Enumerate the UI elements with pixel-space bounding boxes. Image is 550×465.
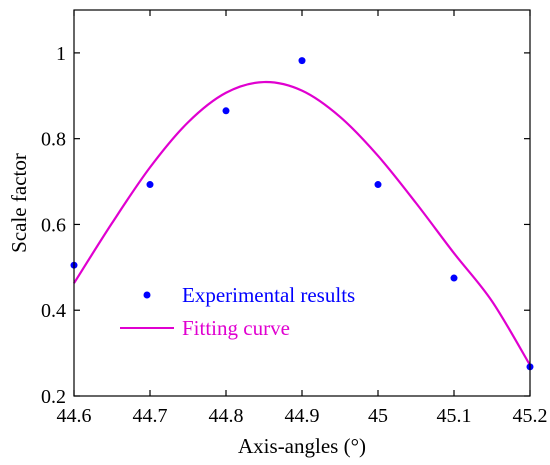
- experimental-point: [450, 274, 458, 282]
- y-axis-label: Scale factor: [7, 153, 31, 253]
- x-tick-label: 44.7: [133, 405, 168, 427]
- fitting-curve-line: [73, 80, 531, 366]
- experimental-point: [146, 181, 154, 189]
- y-tick-label: 0.6: [41, 214, 66, 236]
- legend-label-experimental: Experimental results: [182, 283, 355, 307]
- axis-ticks: 44.6 44.7 44.8 44.9 45 45.1 45.2 0.2 0.4 0.6 0.8 1: [41, 10, 548, 427]
- legend-label-fitting: Fitting curve: [182, 316, 290, 340]
- experimental-point: [374, 181, 382, 189]
- legend: Experimental results Fitting curve: [120, 283, 355, 340]
- x-tick-label: 44.8: [209, 405, 244, 427]
- y-tick-label: 0.8: [41, 129, 66, 151]
- x-tick-label: 45.2: [513, 405, 548, 427]
- x-tick-label: 44.6: [57, 405, 92, 427]
- experimental-point: [298, 57, 306, 65]
- y-tick-label: 1: [56, 43, 66, 65]
- x-tick-label: 45: [368, 405, 388, 427]
- x-tick-label: 44.9: [285, 405, 320, 427]
- plot-frame: [73, 9, 531, 397]
- y-tick-label: 0.4: [41, 300, 66, 322]
- plot-marks: [70, 57, 534, 371]
- x-tick-label: 45.1: [437, 405, 472, 427]
- experimental-point: [222, 107, 230, 115]
- y-tick-label: 0.2: [41, 386, 66, 408]
- x-axis-label: Axis-angles (°): [238, 434, 366, 458]
- legend-marker-experimental: [143, 291, 151, 299]
